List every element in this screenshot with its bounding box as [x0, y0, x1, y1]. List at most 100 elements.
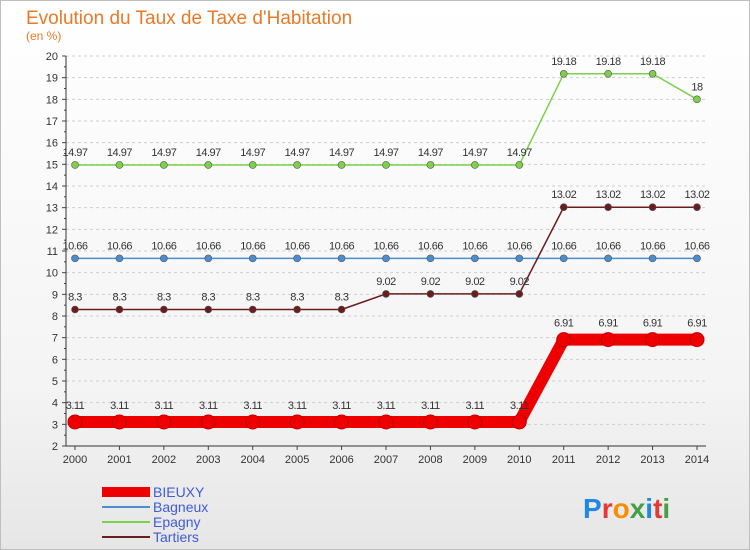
- data-point: [604, 69, 612, 78]
- x-tick-label: 2008: [418, 454, 442, 466]
- data-label: 10.66: [596, 240, 621, 252]
- data-point: [471, 290, 479, 298]
- logo-letter: P: [583, 493, 602, 524]
- series-tartiers: 8.3 8.3 8.3 8.3 8.3 8.3 8.3 9.02 9.02 9.02 9.02 13.…: [68, 189, 710, 314]
- data-label: 8.3: [68, 292, 82, 304]
- data-point: [71, 305, 79, 314]
- data-point: [604, 254, 612, 263]
- data-point: [471, 161, 479, 169]
- x-tick-label: 2000: [63, 454, 87, 466]
- data-label: 14.97: [285, 147, 310, 159]
- data-label: 10.66: [151, 240, 176, 252]
- data-point: [604, 203, 612, 212]
- data-label: 6.91: [687, 318, 707, 330]
- series-bieuxy: 3.11 3.11 3.11 3.11 3.11 3.11 3.11 3.11 3.11 3.11…: [66, 318, 708, 430]
- data-label: 8.3: [201, 292, 215, 304]
- data-point: [293, 254, 301, 263]
- data-point: [293, 161, 301, 169]
- y-tick-label: 8: [52, 311, 58, 323]
- data-point: [378, 414, 394, 430]
- data-point: [115, 305, 124, 314]
- logo-letter: t: [653, 493, 662, 524]
- data-point: [648, 254, 657, 263]
- data-label: 8.3: [246, 292, 260, 304]
- data-point: [382, 290, 390, 298]
- data-point: [693, 203, 701, 212]
- y-tick-label: 7: [52, 333, 58, 345]
- data-label: 6.91: [643, 318, 663, 330]
- x-tick-label: 2001: [107, 454, 131, 466]
- data-point: [204, 254, 213, 263]
- data-point: [248, 161, 257, 169]
- x-tick-label: 2012: [596, 454, 620, 466]
- data-label: 9.02: [421, 276, 441, 288]
- y-tick-label: 13: [46, 203, 58, 215]
- data-point: [693, 254, 701, 263]
- data-point: [511, 414, 527, 430]
- data-label: 13.02: [551, 189, 576, 201]
- x-tick-label: 2004: [240, 454, 264, 466]
- x-tick-label: 2006: [329, 454, 353, 466]
- x-tick-label: 2002: [152, 454, 176, 466]
- y-tick-label: 11: [47, 246, 58, 258]
- data-label: 3.11: [510, 400, 529, 412]
- data-point: [426, 290, 435, 298]
- data-label: 3.11: [110, 400, 129, 412]
- data-label: 13.02: [684, 189, 709, 201]
- data-point: [426, 254, 435, 263]
- data-label: 10.66: [684, 240, 709, 252]
- data-point: [689, 332, 705, 348]
- data-point: [334, 414, 350, 430]
- data-label: 14.97: [507, 147, 532, 159]
- data-label: 10.66: [507, 240, 532, 252]
- data-point: [204, 305, 213, 314]
- data-point: [422, 414, 438, 430]
- data-point: [515, 290, 524, 298]
- logo-letter: i: [645, 493, 653, 524]
- y-tick-label: 20: [46, 51, 58, 63]
- x-tick-label: 2005: [285, 454, 309, 466]
- legend-label: BIEUXY: [153, 484, 205, 500]
- x-tick-label: 2014: [685, 454, 709, 466]
- logo-letter: x: [630, 493, 646, 524]
- data-point: [111, 414, 127, 430]
- data-label: 14.97: [373, 147, 398, 159]
- data-label: 8.3: [157, 292, 171, 304]
- data-label: 9.02: [376, 276, 396, 288]
- y-tick-label: 18: [46, 94, 58, 106]
- data-label: 10.66: [329, 240, 354, 252]
- x-tick-label: 2009: [463, 454, 487, 466]
- data-point: [337, 161, 346, 169]
- data-label: 3.11: [288, 400, 307, 412]
- data-label: 3.11: [421, 400, 440, 412]
- logo-text: Proxiti: [583, 493, 670, 524]
- data-label: 14.97: [240, 147, 265, 159]
- data-label: 8.3: [113, 292, 127, 304]
- logo-letter: i: [662, 493, 670, 524]
- data-label: 14.97: [62, 147, 87, 159]
- data-label: 14.97: [196, 147, 221, 159]
- series-group: 14.97 14.97 14.97 14.97 14.97 14.97 14.97 14.97…: [62, 56, 710, 430]
- data-point: [559, 69, 568, 78]
- data-label: 10.66: [196, 240, 221, 252]
- data-point: [156, 414, 172, 430]
- data-label: 3.11: [377, 400, 396, 412]
- data-label: 10.66: [240, 240, 265, 252]
- data-point: [515, 254, 524, 263]
- data-label: 18: [691, 81, 703, 93]
- y-tick-label: 9: [52, 289, 58, 301]
- y-tick-label: 10: [46, 268, 58, 280]
- data-point: [115, 254, 124, 263]
- data-point: [559, 254, 568, 263]
- data-point: [71, 161, 79, 169]
- data-label: 10.66: [640, 240, 665, 252]
- logo-letter: o: [613, 493, 630, 524]
- data-point: [600, 332, 616, 348]
- data-point: [426, 161, 435, 169]
- data-point: [693, 95, 701, 104]
- data-point: [160, 161, 168, 169]
- y-tick-label: 3: [52, 419, 58, 431]
